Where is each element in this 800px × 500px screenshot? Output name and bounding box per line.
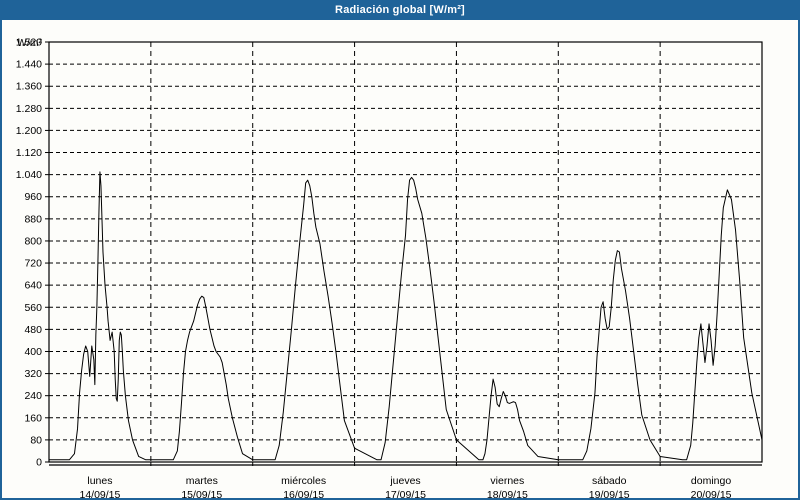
x-axis-day-label: miércoles [281,475,326,487]
y-axis-tick-label: 1.520 [16,37,42,49]
window-title-bar: Radiación global [W/m²] [0,0,800,20]
y-axis-tick-label: 640 [24,280,42,292]
y-axis-tick-label: 1.440 [16,59,42,71]
plot-frame [48,41,763,466]
y-axis-tick-label: 160 [24,412,42,424]
x-axis-date-label: 18/09/15 [487,489,528,498]
x-axis-date-label: 16/09/15 [283,489,324,498]
radiation-line-chart: 1.520 1.440 1.360 1.280 1.200 1.120 1.040 960 88… [2,20,798,498]
y-axis-unit-label: W/m² [17,37,43,49]
y-axis-tick-label: 240 [24,390,42,402]
x-axis-date-label: 20/09/15 [691,489,732,498]
x-axis-day-label: jueves [389,475,420,487]
y-axis-tick-label: 320 [24,368,42,380]
y-axis-tick-label: 800 [24,235,42,247]
y-axis-tick-label: 1.120 [16,147,42,159]
x-axis-tick-labels: lunes 14/09/15 martes 15/09/15 miércoles 16/0… [79,475,731,498]
x-axis-date-label: 15/09/15 [181,489,222,498]
y-axis-tick-label: 1.360 [16,81,42,93]
series-radiacion-global [48,171,763,461]
y-axis-tick-label: 560 [24,302,42,314]
y-axis-tick-labels: 1.520 1.440 1.360 1.280 1.200 1.120 1.040 960 88… [16,37,42,469]
y-axis-tick-label: 480 [24,324,42,336]
chart-background [2,20,798,498]
y-axis-tick-label: 1.200 [16,125,42,137]
plot-border [48,41,763,463]
y-axis-tick-label: 1.040 [16,169,42,181]
chart-canvas: 1.520 1.440 1.360 1.280 1.200 1.120 1.040 960 88… [2,20,798,498]
horizontal-gridlines [45,41,762,463]
y-axis-tick-label: 880 [24,213,42,225]
x-axis-date-label: 14/09/15 [79,489,120,498]
x-axis-date-label: 19/09/15 [589,489,630,498]
page-title: Radiación global [W/m²] [335,4,465,16]
y-axis-tick-label: 720 [24,258,42,270]
x-axis-day-label: domingo [691,475,731,487]
x-axis-day-label: martes [186,475,218,487]
x-axis-day-label: viernes [490,475,524,487]
y-axis-tick-label: 80 [30,434,42,446]
y-axis-tick-label: 400 [24,346,42,358]
y-axis-tick-label: 1.280 [16,103,42,115]
x-axis-date-label: 17/09/15 [385,489,426,498]
x-axis-day-label: lunes [87,475,112,487]
y-axis-tick-label: 960 [24,191,42,203]
x-axis-day-label: sábado [592,475,627,487]
y-axis-tick-label: 0 [36,457,42,469]
